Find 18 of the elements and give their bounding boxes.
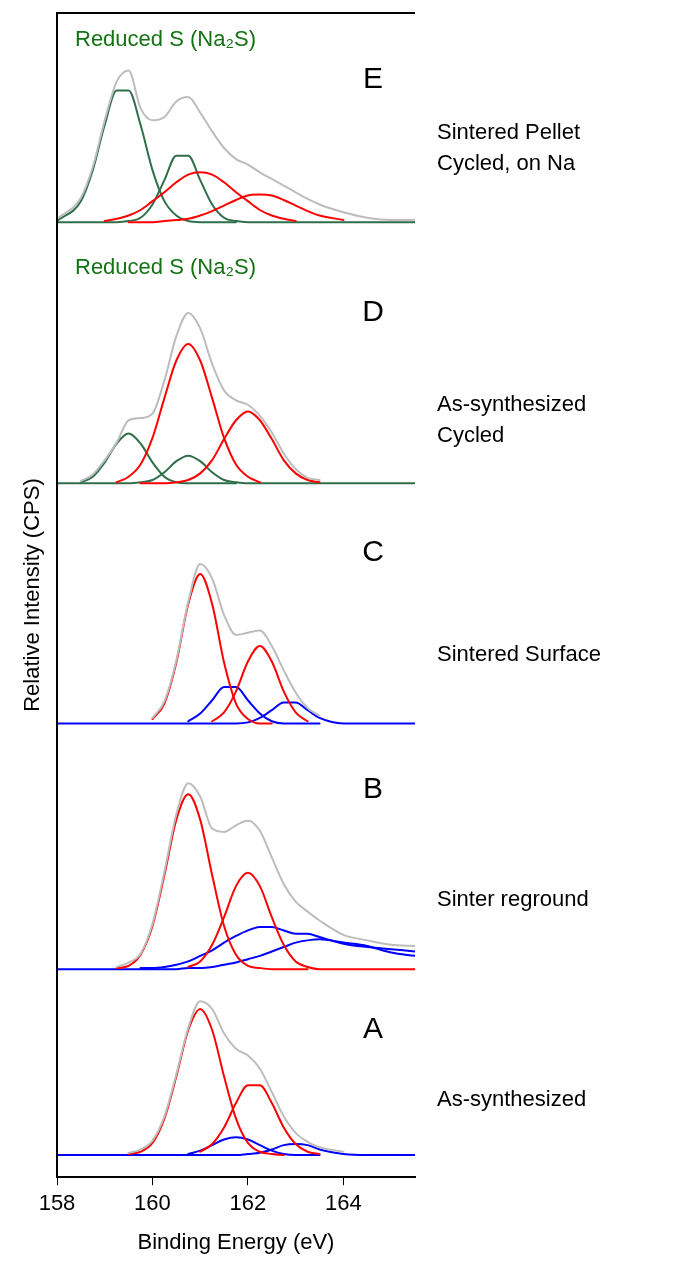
x-tick-label: 160 — [134, 1190, 171, 1216]
x-tick-label: 162 — [229, 1190, 267, 1216]
text: As-synthesized Cycled — [437, 390, 587, 447]
text: As-synthesized — [437, 1086, 587, 1112]
x-tick-label: 158 — [38, 1190, 76, 1216]
text: Sintered Pellet Cycled, on Na — [437, 118, 581, 175]
text: Reduced S (Na₂S) — [75, 26, 256, 52]
y-axis-title: Relative Intensity (CPS) — [19, 478, 45, 712]
annotation: A — [362, 1011, 384, 1045]
x-axis-title: Binding Energy (eV) — [137, 1228, 335, 1254]
annotation: D — [362, 294, 384, 328]
annotation: E — [362, 61, 384, 95]
text: Sintered Surface — [437, 641, 601, 667]
annotation: Reduced S (Na₂S) — [75, 254, 256, 280]
annotation: B — [362, 771, 384, 805]
x-tick-label: 164 — [325, 1190, 362, 1216]
text: Sinter reground — [437, 886, 589, 912]
annotation: C — [362, 534, 384, 568]
